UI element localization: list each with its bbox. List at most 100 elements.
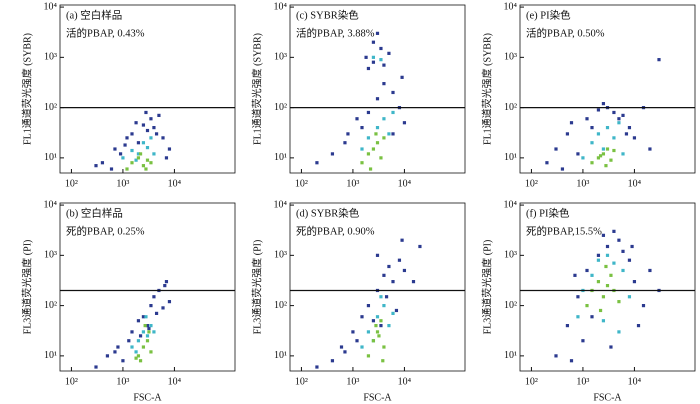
point <box>576 295 580 299</box>
x-tick-label: 10² <box>295 376 308 387</box>
point <box>130 330 134 334</box>
point <box>576 152 580 156</box>
point <box>590 273 594 277</box>
point <box>617 121 621 125</box>
point <box>581 156 585 160</box>
point <box>134 121 138 125</box>
point <box>315 161 319 165</box>
point <box>581 339 585 343</box>
point <box>163 284 167 288</box>
point <box>627 295 632 299</box>
point <box>596 156 601 160</box>
x-tick-label: 10³ <box>346 376 359 387</box>
x-tick-label: 10³ <box>576 376 589 387</box>
point <box>136 354 141 358</box>
point <box>601 152 606 156</box>
point <box>371 40 376 44</box>
panel: 10² 10³ 10⁴ 10¹ 10² 10³ 10⁴ (f) PI染色死的PBAP,15.5… <box>480 199 696 403</box>
point <box>127 339 131 343</box>
point <box>590 315 594 319</box>
x-tick-label: 10⁴ <box>168 178 182 189</box>
x-axis-label: FSC-A <box>363 392 392 403</box>
point <box>596 258 601 262</box>
y-axis-label: FL1通道荧光强度 (SYBR) <box>480 33 493 145</box>
y-axis-label: FL3通道荧光强度 (PI) <box>480 240 493 335</box>
x-tick-label: 10⁴ <box>168 376 182 387</box>
point <box>371 147 376 151</box>
x-tick-label: 10⁴ <box>628 178 642 189</box>
point <box>621 113 625 117</box>
point <box>371 339 376 343</box>
y-axis-label: FL3通道荧光强度 (PI) <box>250 240 263 335</box>
point <box>565 324 570 328</box>
point <box>366 152 371 156</box>
point <box>617 330 621 334</box>
point <box>136 319 141 323</box>
point <box>397 258 402 262</box>
y-tick-label: 10¹ <box>44 350 57 361</box>
point <box>366 354 371 358</box>
y-axis-label: FL1通道荧光强度 (SYBR) <box>250 33 263 145</box>
point <box>371 319 376 323</box>
point <box>355 117 359 121</box>
point <box>418 244 422 249</box>
point <box>387 51 391 55</box>
point <box>382 345 386 349</box>
plot-frame <box>519 4 696 174</box>
point <box>366 66 371 71</box>
points <box>554 229 661 363</box>
point <box>366 304 371 308</box>
point <box>400 238 404 242</box>
plot-frame <box>289 202 466 372</box>
y-tick-label: 10³ <box>274 52 287 63</box>
panel-title: (c) SYBR染色 <box>296 8 359 21</box>
x-tick-label: 10² <box>295 178 308 189</box>
point <box>565 132 570 136</box>
panel-title: (d) SYBR染色 <box>296 206 360 219</box>
point <box>569 121 574 125</box>
point <box>346 132 350 136</box>
point <box>141 315 146 319</box>
y-tick-label: 10³ <box>504 52 517 63</box>
panel-title: (a) 空白样品 <box>66 8 122 21</box>
point <box>94 365 98 369</box>
point <box>94 164 98 168</box>
point <box>154 132 159 136</box>
point <box>368 167 373 171</box>
point <box>121 156 125 160</box>
point <box>147 330 151 334</box>
point <box>379 319 383 323</box>
point <box>109 167 114 171</box>
annotation: 死的PBAP, 0.25% <box>66 224 145 237</box>
point <box>598 154 603 158</box>
point <box>605 147 610 151</box>
point <box>343 141 347 145</box>
point <box>145 339 150 343</box>
point <box>601 147 606 151</box>
point <box>612 148 616 153</box>
annotation: 活的PBAP, 3.88% <box>296 26 375 39</box>
point <box>387 264 391 269</box>
point <box>391 311 395 315</box>
point <box>598 308 603 313</box>
point <box>617 238 621 242</box>
point <box>152 126 156 130</box>
point <box>149 350 153 354</box>
point <box>154 311 159 315</box>
point <box>141 330 146 334</box>
point <box>366 136 371 140</box>
annotation: 活的PBAP, 0.50% <box>526 26 605 39</box>
point <box>152 330 156 334</box>
plot-frame <box>59 202 236 372</box>
points <box>315 31 407 171</box>
point <box>554 354 558 358</box>
point <box>381 359 385 363</box>
point <box>113 350 117 354</box>
point <box>149 304 153 308</box>
point <box>105 354 110 358</box>
y-tick-label: 10³ <box>274 250 287 261</box>
